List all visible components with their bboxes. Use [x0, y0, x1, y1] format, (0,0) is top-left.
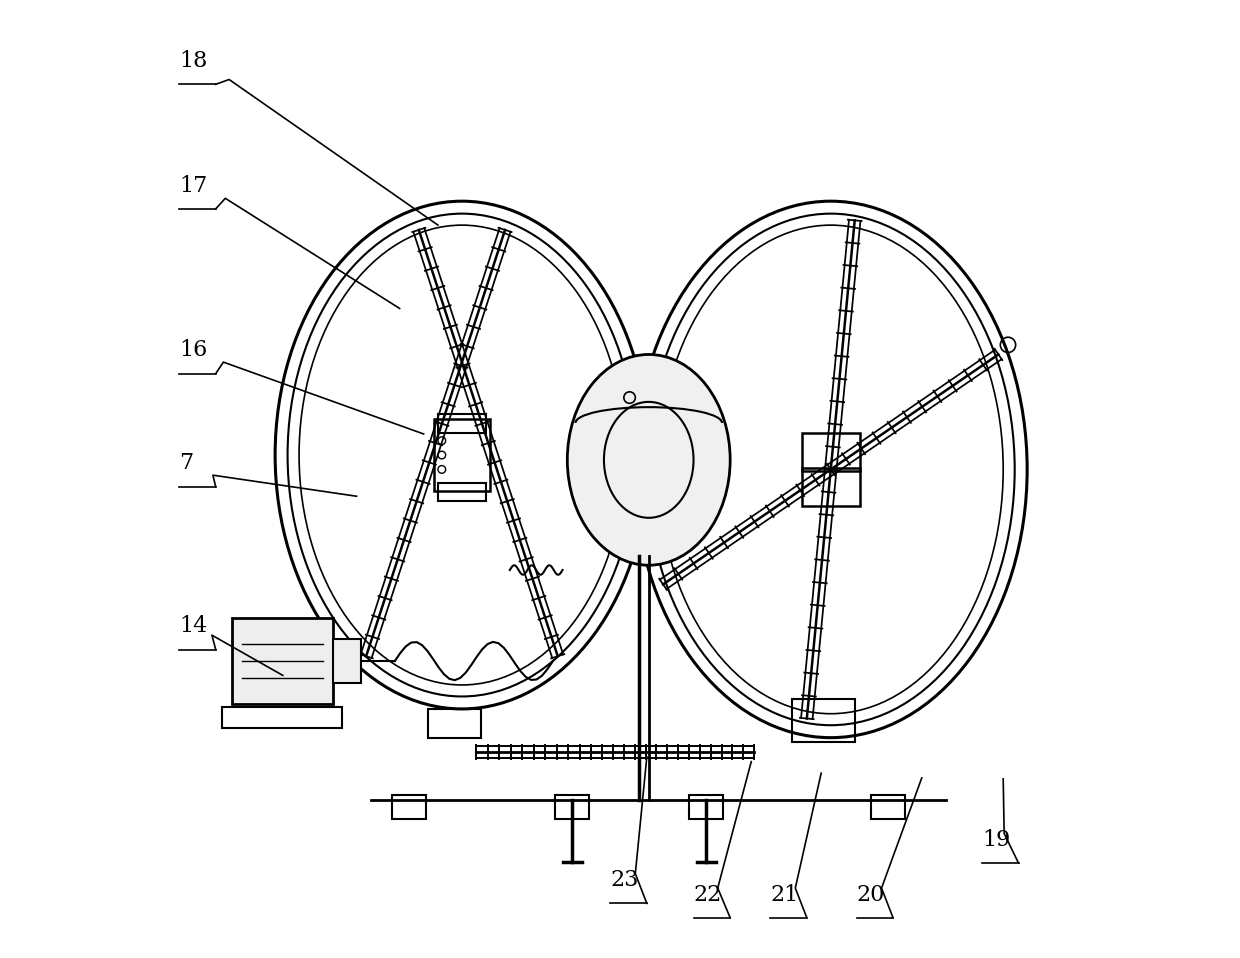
Text: 21: 21 — [770, 883, 799, 905]
Text: 14: 14 — [180, 615, 207, 637]
Text: 20: 20 — [857, 883, 885, 905]
Bar — [802, 468, 859, 506]
Text: 18: 18 — [180, 50, 207, 72]
Text: 23: 23 — [610, 869, 639, 891]
Bar — [802, 433, 859, 471]
Text: 22: 22 — [693, 883, 722, 905]
Bar — [428, 709, 481, 738]
Bar — [392, 795, 427, 819]
Bar — [554, 795, 589, 819]
Bar — [222, 707, 342, 728]
Text: 17: 17 — [180, 174, 207, 196]
Text: 16: 16 — [180, 339, 207, 361]
FancyBboxPatch shape — [232, 618, 332, 704]
Bar — [434, 420, 490, 490]
Bar — [792, 699, 854, 742]
Text: 19: 19 — [982, 829, 1011, 851]
Bar — [438, 415, 486, 433]
Bar — [332, 640, 361, 682]
Text: 7: 7 — [180, 452, 193, 474]
Ellipse shape — [568, 354, 730, 565]
Bar — [870, 795, 905, 819]
Bar — [438, 483, 486, 500]
Bar — [689, 795, 723, 819]
